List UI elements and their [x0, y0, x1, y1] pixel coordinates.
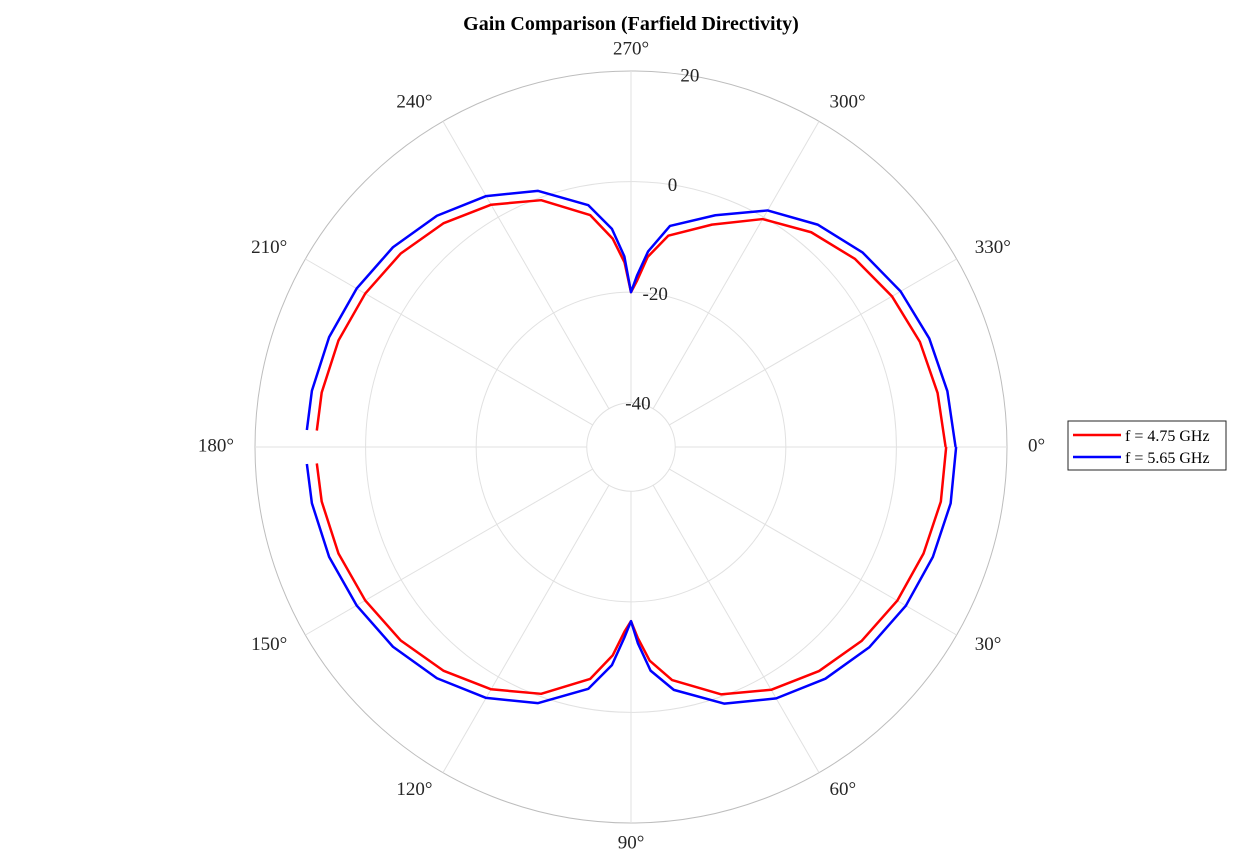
angle-tick-label: 300° [830, 92, 866, 113]
angular-grid-line [652, 485, 820, 773]
angle-tick-label: 240° [396, 92, 432, 113]
legend-label-5-65-ghz: f = 5.65 GHz [1125, 450, 1210, 467]
radius-tick-labels: -40 -20 0 20 [625, 66, 699, 415]
angular-grid-line [669, 468, 957, 636]
legend: f = 4.75 GHz f = 5.65 GHz [1067, 420, 1227, 471]
series-lines [305, 189, 958, 705]
radius-tick-label: -40 [625, 393, 650, 414]
angle-tick-label: 150° [251, 634, 287, 655]
series-line-f-5-65-ghz [305, 189, 958, 705]
radial-grid-circle [586, 402, 676, 492]
angle-tick-label: 210° [251, 237, 287, 258]
angular-grid-line [442, 485, 610, 773]
angular-grid-line [442, 121, 610, 409]
radius-tick-label: 0 [668, 175, 678, 196]
angle-tick-label: 30° [975, 634, 1002, 655]
angle-tick-label: 270° [613, 38, 649, 59]
legend-box [1067, 420, 1227, 471]
radius-tick-label: -20 [643, 284, 668, 305]
angle-tick-label: 180° [198, 435, 234, 456]
angle-tick-label: 0° [1028, 435, 1045, 456]
angular-grid-line [305, 258, 593, 426]
chart-title: Gain Comparison (Farfield Directivity) [463, 13, 799, 35]
angular-grid-line [669, 258, 957, 426]
angular-grid-line [652, 121, 820, 409]
angle-tick-labels: 0° 30° 60° 90° 120° 150° 180° 210° 240° 270° 300° 3… [198, 38, 1045, 853]
angle-tick-label: 330° [975, 237, 1011, 258]
angle-tick-label: 120° [396, 779, 432, 800]
legend-label-4-75-ghz: f = 4.75 GHz [1125, 428, 1210, 445]
angular-grid [255, 71, 1007, 823]
angular-grid-line [305, 468, 593, 636]
radius-tick-label: 20 [680, 66, 699, 87]
angle-tick-label: 90° [618, 832, 645, 853]
angle-tick-label: 60° [830, 779, 857, 800]
